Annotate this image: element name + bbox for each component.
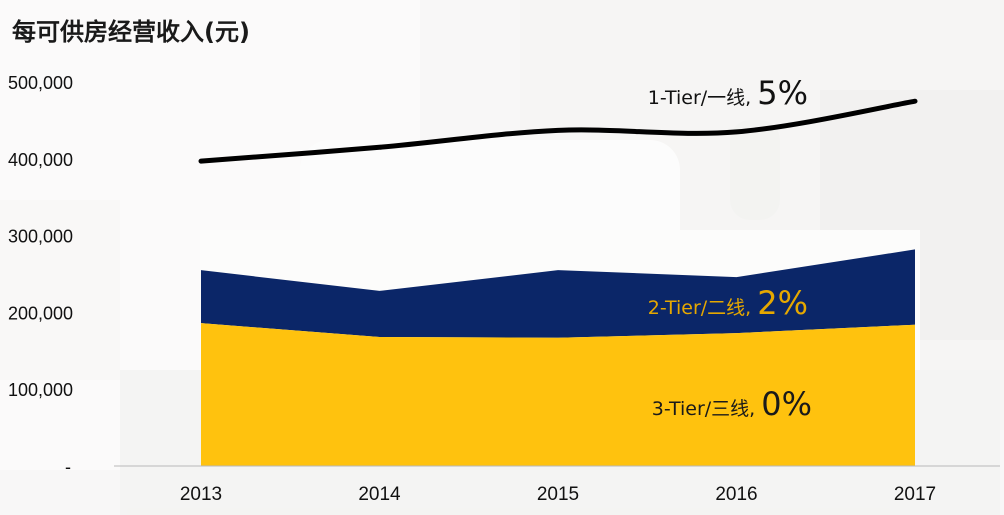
series-growth-tier3: 0% [761, 385, 812, 423]
series-name-tier1: 1-Tier/一线, [648, 87, 757, 109]
chart-title: 每可供房经营收入(元) [12, 18, 250, 46]
series-name-tier2: 2-Tier/二线, [648, 297, 757, 319]
x-tick-label: 2015 [537, 484, 579, 505]
y-tick-label: 200,000 [8, 303, 73, 323]
y-tick-label: 100,000 [8, 380, 73, 400]
x-tick-label: 2013 [180, 484, 222, 505]
series-growth-tier1: 5% [757, 74, 808, 112]
x-tick-label: 2014 [358, 484, 401, 505]
series-label-tier2: 2-Tier/二线, 2% [648, 284, 808, 322]
y-tick-label: 400,000 [8, 150, 73, 170]
series-line-tier1 [198, 98, 918, 164]
series-growth-tier2: 2% [757, 284, 808, 322]
y-tick-label: 300,000 [8, 227, 73, 247]
series-label-tier3: 3-Tier/三线, 0% [652, 385, 812, 423]
y-tick-label: - [65, 457, 71, 477]
x-tick-label: 2017 [894, 484, 936, 505]
x-tick-label: 2016 [715, 484, 757, 505]
y-tick-label: 500,000 [8, 73, 73, 93]
series-name-tier3: 3-Tier/三线, [652, 398, 761, 420]
series-label-tier1: 1-Tier/一线, 5% [648, 74, 808, 112]
series-area-tier2 [201, 249, 915, 338]
series-area-tier3 [201, 323, 915, 466]
